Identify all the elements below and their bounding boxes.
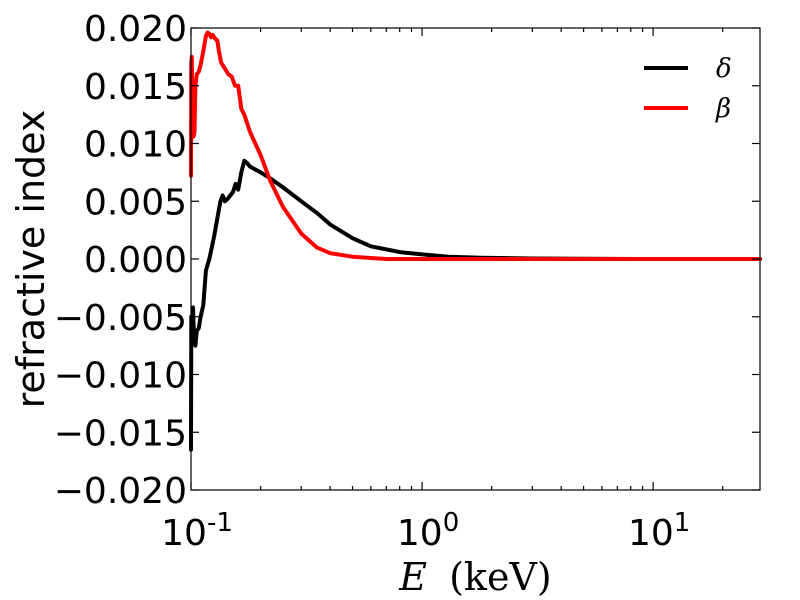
y-tick-label: 0.015 bbox=[84, 67, 187, 108]
x-axis-label: E (keV) bbox=[398, 555, 551, 599]
series-line-0 bbox=[189, 158, 762, 452]
y-tick-labels: 0.020 0.015 0.010 0.005 0.000 −0.005 −0.010 −0.… bbox=[54, 9, 187, 512]
legend-label-1: β bbox=[715, 94, 731, 124]
y-tick-label: −0.005 bbox=[54, 298, 187, 339]
x-tick-label: 100 bbox=[397, 508, 459, 554]
y-tick-label: −0.015 bbox=[54, 413, 187, 454]
y-tick-label: 0.020 bbox=[84, 9, 187, 50]
y-tick-label: 0.000 bbox=[84, 240, 187, 281]
x-axis-symbol: E bbox=[398, 555, 427, 599]
x-tick-label: 10-1 bbox=[161, 508, 233, 554]
y-tick-label: −0.020 bbox=[54, 471, 187, 512]
series-layer bbox=[189, 30, 762, 452]
x-tick-label: 101 bbox=[628, 508, 690, 554]
y-tick-label: 0.010 bbox=[84, 125, 187, 166]
ticks-layer bbox=[190, 27, 760, 491]
y-axis-label: refractive index bbox=[9, 110, 53, 409]
x-tick-labels: 10-1 100 101 bbox=[161, 508, 690, 554]
legend: δβ bbox=[644, 54, 732, 124]
y-tick-label: 0.005 bbox=[84, 182, 187, 223]
y-tick-label: −0.010 bbox=[54, 356, 187, 397]
x-axis-unit: (keV) bbox=[449, 555, 552, 599]
legend-label-0: δ bbox=[716, 54, 732, 84]
series-line-1 bbox=[189, 30, 762, 261]
